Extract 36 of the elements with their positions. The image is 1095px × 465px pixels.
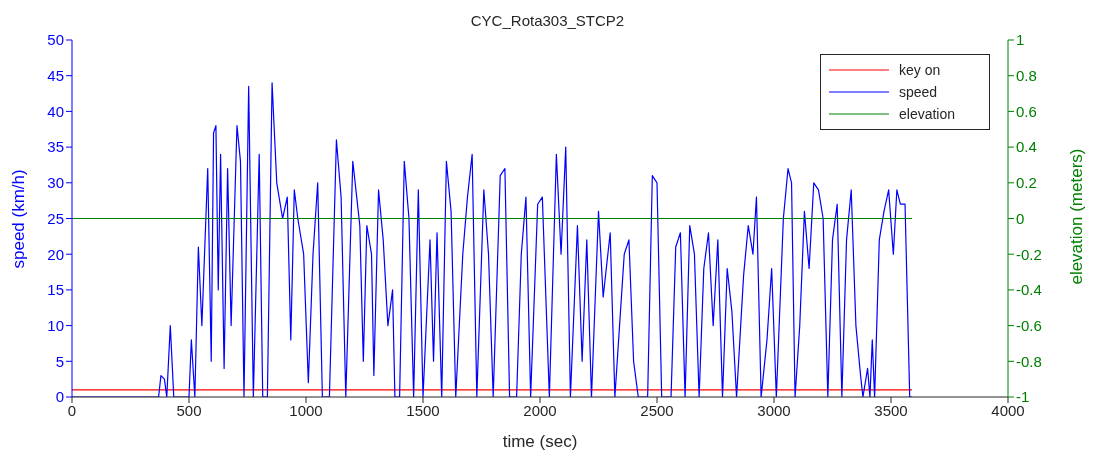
x-tick-label: 0 bbox=[67, 401, 77, 419]
x-tick-label: 500 bbox=[176, 401, 202, 419]
y2-tick-label: -0.6 bbox=[1016, 316, 1042, 334]
legend-label: key on bbox=[899, 62, 941, 78]
x-tick-label: 1500 bbox=[406, 401, 440, 419]
y-tick-label: 5 bbox=[55, 352, 64, 370]
x-tick-label: 3500 bbox=[874, 401, 908, 419]
y2-tick-label: -0.4 bbox=[1016, 281, 1042, 299]
x-tick-label: 1000 bbox=[289, 401, 323, 419]
x-tick-label: 3000 bbox=[757, 401, 791, 419]
y-tick-label: 20 bbox=[47, 245, 64, 263]
y2-tick-label: 0.2 bbox=[1016, 174, 1037, 192]
x-tick-label: 2000 bbox=[523, 401, 557, 419]
y-tick-label: 50 bbox=[47, 31, 64, 49]
y2-axis-title: elevation (meters) bbox=[1067, 148, 1087, 285]
y-tick-label: 45 bbox=[47, 67, 64, 85]
y-axis-title: speed (km/h) bbox=[9, 169, 29, 269]
y-tick-label: 10 bbox=[47, 316, 64, 334]
y2-tick-label: -0.2 bbox=[1016, 245, 1042, 263]
y2-tick-label: -0.8 bbox=[1016, 352, 1042, 370]
y-tick-label: 15 bbox=[47, 281, 64, 299]
legend-label: elevation bbox=[899, 106, 956, 122]
y2-tick-label: 0 bbox=[1016, 209, 1025, 227]
legend-label: speed bbox=[899, 84, 938, 100]
y2-tick-label: 0.6 bbox=[1016, 102, 1037, 120]
y-tick-label: 40 bbox=[47, 102, 64, 120]
x-axis-title: time (sec) bbox=[502, 432, 578, 451]
y2-tick-label: 0.4 bbox=[1016, 138, 1037, 156]
y-tick-label: 35 bbox=[47, 138, 64, 156]
y-tick-label: 25 bbox=[47, 209, 64, 227]
chart-title: CYC_Rota303_STCP2 bbox=[469, 12, 626, 29]
y2-tick-label: 1 bbox=[1016, 31, 1025, 49]
x-tick-label: 2500 bbox=[640, 401, 674, 419]
y2-tick-label: 0.8 bbox=[1016, 67, 1037, 85]
y-tick-label: 0 bbox=[55, 388, 64, 406]
y-tick-label: 30 bbox=[47, 174, 64, 192]
